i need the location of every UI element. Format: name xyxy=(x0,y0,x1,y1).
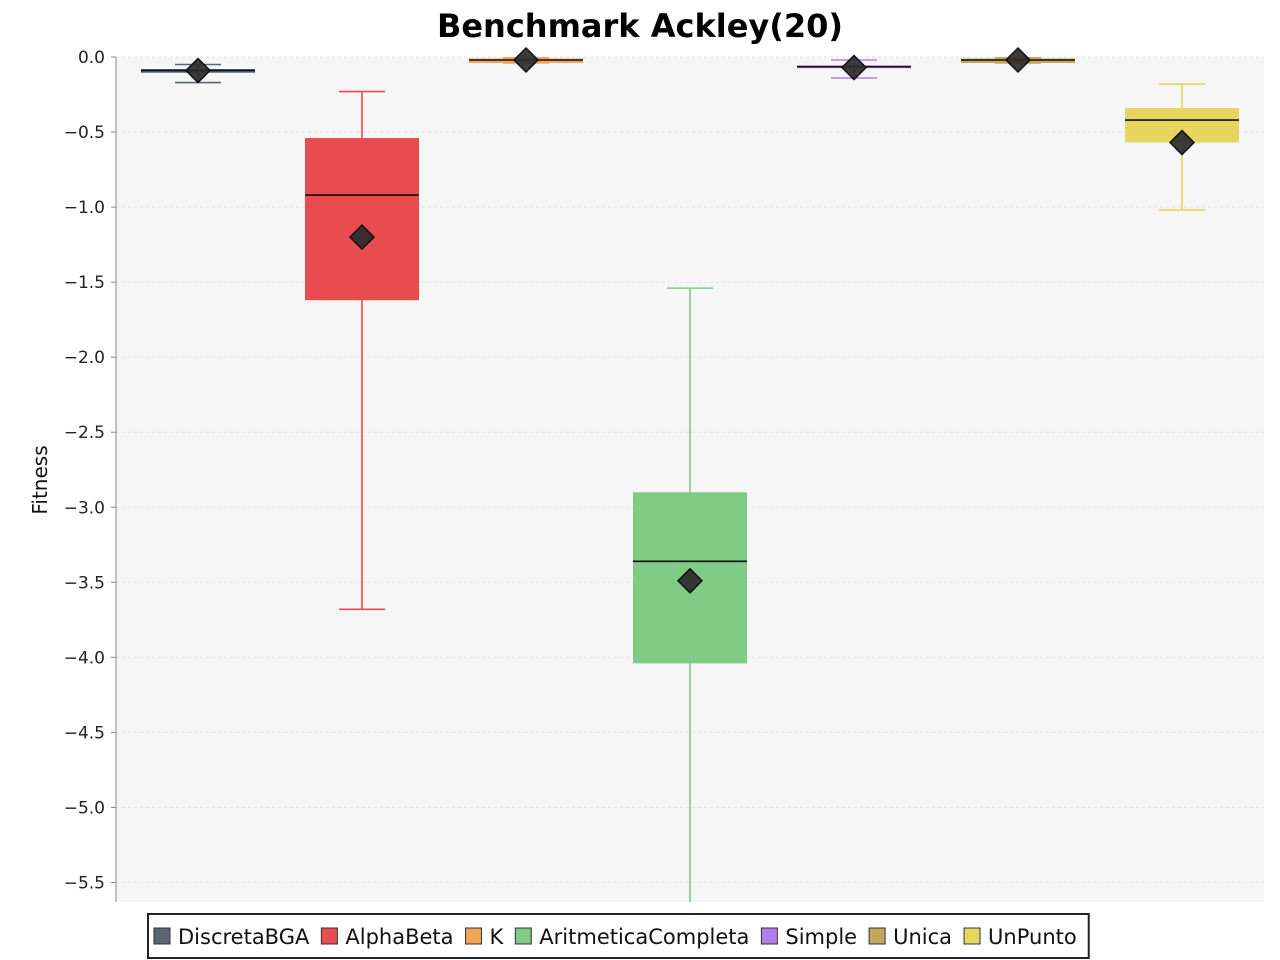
mean-marker xyxy=(348,224,376,251)
legend-item-unpunto: UnPunto xyxy=(963,925,1077,949)
y-tick-label: −5.5 xyxy=(64,873,105,893)
mean-marker xyxy=(676,567,704,594)
box-unica xyxy=(961,46,1075,74)
legend-label: Simple xyxy=(785,925,857,949)
legend-swatch xyxy=(963,927,981,945)
legend-swatch xyxy=(514,927,532,945)
mean-marker xyxy=(1004,46,1032,74)
mean-marker xyxy=(840,54,868,81)
legend-swatch xyxy=(868,927,886,945)
y-tick-label: −4.0 xyxy=(64,648,105,668)
y-tick-label: −1.5 xyxy=(64,273,105,293)
legend-item-unica: Unica xyxy=(868,925,952,949)
y-axis-ticks: 0.0 −0.5 −1.0 −1.5 −2.0 −2.5 −3.0 −3.5 −4.0 −4.5 −… xyxy=(64,48,116,893)
legend-label: AritmeticaCompleta xyxy=(539,925,749,949)
legend: DiscretaBGA AlphaBeta K AritmeticaCompleta S… xyxy=(147,913,1090,959)
y-tick-label: −4.5 xyxy=(64,723,105,743)
legend-label: Unica xyxy=(893,925,952,949)
legend-label: K xyxy=(490,925,505,949)
legend-item-simple: Simple xyxy=(760,925,857,949)
legend-swatch xyxy=(153,927,171,945)
y-tick-label: −5.0 xyxy=(64,798,105,818)
box-aritmeticacompleta xyxy=(633,287,747,902)
y-tick-label: −3.0 xyxy=(64,498,105,518)
box-alphabeta xyxy=(305,90,419,611)
y-axis-label: Fitness xyxy=(28,445,52,514)
box-discretabga xyxy=(141,57,255,84)
legend-label: DiscretaBGA xyxy=(178,925,310,949)
legend-item-alphabeta: AlphaBeta xyxy=(320,925,454,949)
mean-marker xyxy=(512,46,540,74)
box-unpunto xyxy=(1125,83,1239,211)
y-tick-label: −3.5 xyxy=(64,573,105,593)
legend-swatch xyxy=(320,927,338,945)
legend-label: UnPunto xyxy=(988,925,1077,949)
legend-swatch xyxy=(760,927,778,945)
grid-lines xyxy=(116,56,1264,883)
box-simple xyxy=(797,54,911,81)
mean-marker xyxy=(184,57,212,84)
legend-swatch xyxy=(465,927,483,945)
y-tick-label: −1.0 xyxy=(64,198,105,218)
box-k xyxy=(469,46,583,74)
box-plots xyxy=(141,46,1239,902)
box-iqr xyxy=(305,138,419,301)
chart-title: Benchmark Ackley(20) xyxy=(437,7,843,45)
legend-frame xyxy=(147,913,1090,959)
legend-item-aritmeticacompleta: AritmeticaCompleta xyxy=(514,925,749,949)
legend-item-discretabga: DiscretaBGA xyxy=(153,925,310,949)
legend-label: AlphaBeta xyxy=(345,925,453,949)
mean-marker xyxy=(1168,129,1196,156)
y-tick-label: −2.5 xyxy=(64,423,105,443)
legend-item-k: K xyxy=(465,925,505,949)
y-tick-label: −0.5 xyxy=(64,123,105,143)
y-tick-label: −2.0 xyxy=(64,348,105,368)
y-tick-label: 0.0 xyxy=(78,48,105,68)
